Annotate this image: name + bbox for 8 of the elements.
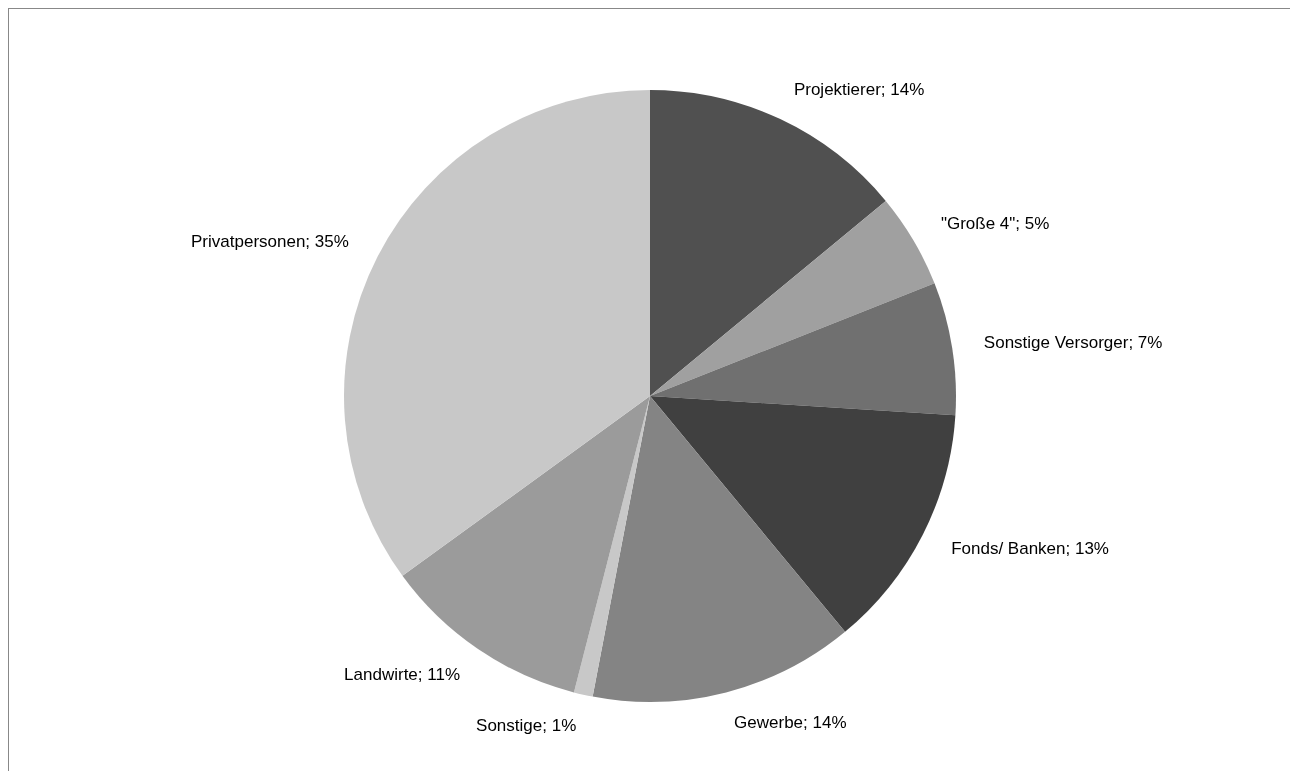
slice-label: Privatpersonen; 35% bbox=[191, 232, 349, 252]
slice-label: Gewerbe; 14% bbox=[734, 713, 847, 733]
slice-label: Sonstige; 1% bbox=[476, 715, 577, 735]
slice-label: Projektierer; 14% bbox=[793, 79, 925, 99]
slice-label: "Große 4"; 5% bbox=[940, 213, 1050, 233]
slice-label: Fonds/ Banken; 13% bbox=[951, 539, 1109, 559]
slice-label: Landwirte; 11% bbox=[344, 665, 461, 685]
slice-label: Sonstige Versorger; 7% bbox=[983, 332, 1163, 352]
